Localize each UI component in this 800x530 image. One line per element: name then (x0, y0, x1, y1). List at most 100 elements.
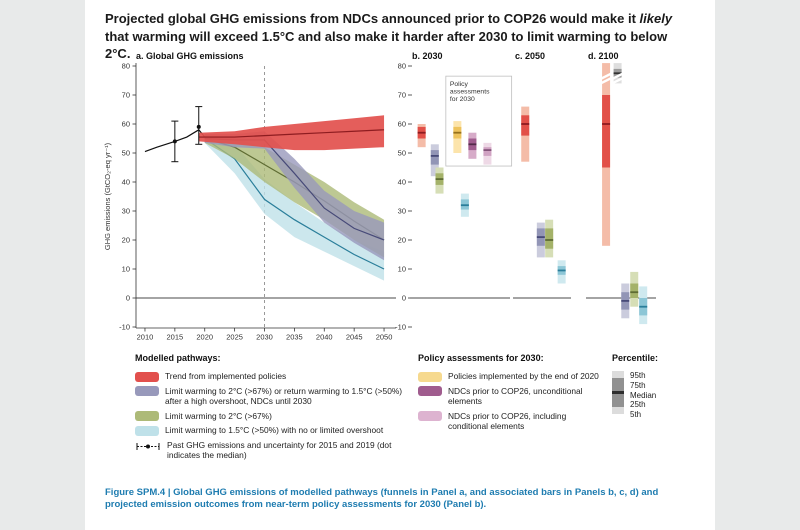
percentile-label: 25th (630, 400, 646, 410)
svg-text:70: 70 (398, 91, 406, 100)
svg-text:10: 10 (122, 265, 130, 274)
svg-text:2050: 2050 (376, 333, 393, 342)
svg-text:30: 30 (398, 207, 406, 216)
svg-text:2045: 2045 (346, 333, 363, 342)
past-uncertainty-2015 (171, 120, 179, 163)
bar-b-blue (460, 193, 469, 217)
svg-text:2040: 2040 (316, 333, 333, 342)
svg-text:assessments: assessments (450, 89, 490, 96)
svg-text:d. 2100: d. 2100 (588, 51, 619, 61)
svg-text:50: 50 (122, 149, 130, 158)
green-swatch (135, 411, 159, 421)
bar-d-blue (639, 286, 648, 325)
svg-text:70: 70 (122, 91, 130, 100)
legend-item-pink: NDCs prior to COP26, including condition… (418, 411, 606, 432)
svg-text:60: 60 (122, 120, 130, 129)
yellow-swatch (418, 371, 442, 382)
percentile-segment (612, 391, 624, 394)
legend-item-green: Limit warming to 2°C (>67%) (135, 410, 415, 421)
bar-b-green (435, 167, 444, 194)
title-text-2: that warming will exceed 1.5°C and also … (105, 28, 668, 62)
bar-d-red (599, 63, 613, 246)
purple-swatch (418, 386, 442, 396)
percentile-label: Median (630, 390, 657, 400)
past-uncertainty-2019 (195, 106, 203, 145)
svg-text:0: 0 (402, 294, 406, 303)
legend-past-emissions-label: Past GHG emissions and uncertainty for 2… (167, 439, 392, 461)
historical-emissions-line (144, 129, 206, 153)
legend-item-label: Limit warming to 1.5°C (>50%) with no or… (165, 425, 384, 435)
red-swatch (135, 371, 159, 382)
figure-card: Projected global GHG emissions from NDCs… (85, 0, 715, 530)
legend-modelled-title: Modelled pathways: (135, 353, 221, 363)
legend-item-label: Trend from implemented policies (165, 371, 287, 381)
percentile-segment (612, 371, 624, 378)
svg-text:Policy: Policy (450, 81, 469, 88)
bar-b-slate (430, 144, 439, 177)
legend-policy-items: Policies implemented by the end of 2020 N… (418, 371, 606, 432)
svg-text:for 2030: for 2030 (450, 96, 475, 103)
percentile-segment (612, 394, 624, 407)
svg-text:30: 30 (122, 207, 130, 216)
bar-b-pink (483, 142, 492, 165)
panel-a-x-axis: 2010 2015 2020 2025 2030 2035 2040 2045 2050 (136, 327, 396, 342)
legend-percentile-title: Percentile: (612, 353, 659, 363)
svg-text:0: 0 (126, 294, 130, 303)
svg-text:GHG emissions (GtCO₂-eq yr⁻¹): GHG emissions (GtCO₂-eq yr⁻¹) (103, 142, 112, 250)
svg-text:2030: 2030 (256, 333, 273, 342)
percentile-segment (612, 378, 624, 391)
figure-caption: Figure SPM.4 | Global GHG emissions of m… (105, 487, 659, 511)
legend-item-label: Limit warming to 2°C (>67%) (165, 410, 272, 421)
blue-swatch (135, 425, 159, 436)
slate-swatch (135, 386, 159, 396)
bar-b-purple (468, 132, 477, 159)
figure-title: Projected global GHG emissions from NDCs… (105, 10, 693, 63)
svg-text:b. 2030: b. 2030 (412, 51, 443, 61)
svg-text:50: 50 (398, 149, 406, 158)
percentile-label: 5th (630, 410, 642, 419)
bar-b-yellow (453, 121, 462, 153)
bar-c-red (521, 106, 530, 162)
legend-item-purple: NDCs prior to COP26, unconditional eleme… (418, 386, 606, 407)
panel-a: a. Global GHG emissions (136, 51, 396, 327)
panel-c: c. 2050 (513, 51, 571, 299)
percentile-label: 95th (630, 371, 646, 380)
legend-item-label: NDCs prior to COP26, unconditional eleme… (448, 385, 583, 407)
svg-text:20: 20 (122, 236, 130, 245)
bar-c-slate (536, 222, 545, 258)
legend-percentile: Percentile: 95th 75th Median 25th 5th (612, 353, 712, 419)
title-text: Projected global GHG emissions from NDCs… (105, 11, 640, 26)
legend-item-yellow: Policies implemented by the end of 2020 (418, 371, 606, 382)
svg-text:20: 20 (398, 236, 406, 245)
bar-d-gray (611, 63, 625, 85)
legend-modelled-pathways: Modelled pathways: Trend from implemente… (135, 353, 415, 465)
legend-item-blue: Limit warming to 1.5°C (>50%) with no or… (135, 425, 415, 436)
percentile-bar (612, 371, 624, 414)
svg-text:10: 10 (398, 265, 406, 274)
panel-d: d. 2100 (586, 51, 656, 325)
svg-text:2015: 2015 (167, 333, 184, 342)
panel-a-y-axis: 80 70 60 50 40 30 20 10 0 -10 GHG emissions (GtCO₂… (103, 62, 137, 332)
svg-text:2025: 2025 (226, 333, 243, 342)
svg-text:80: 80 (122, 62, 130, 71)
svg-text:2010: 2010 (137, 333, 154, 342)
svg-text:-10: -10 (119, 323, 130, 332)
past-emissions-errorbar-glyph (136, 442, 160, 450)
legend-modelled-items: Trend from implemented policies Limit war… (135, 371, 415, 436)
legend-item-label: NDCs prior to COP26, including condition… (448, 410, 567, 432)
legend-item-label: Policies implemented by the end of 2020 (448, 371, 599, 381)
legend-item-label: Limit warming to 2°C (>67%) or return wa… (165, 385, 403, 407)
bar-c-green (545, 219, 554, 258)
svg-text:40: 40 (122, 178, 130, 187)
bar-c-blue (557, 260, 566, 284)
percentile-key: 95th 75th Median 25th 5th (612, 371, 712, 419)
bar-d-green (630, 271, 639, 307)
percentile-segment (612, 407, 624, 414)
svg-text:-10: -10 (395, 323, 406, 332)
pink-swatch (418, 411, 442, 421)
svg-text:2035: 2035 (286, 333, 303, 342)
bar-b-red (417, 124, 426, 148)
bar-d-slate (621, 283, 630, 319)
svg-text:a. Global GHG emissions: a. Global GHG emissions (136, 51, 244, 61)
title-italic-word: likely (639, 11, 673, 26)
